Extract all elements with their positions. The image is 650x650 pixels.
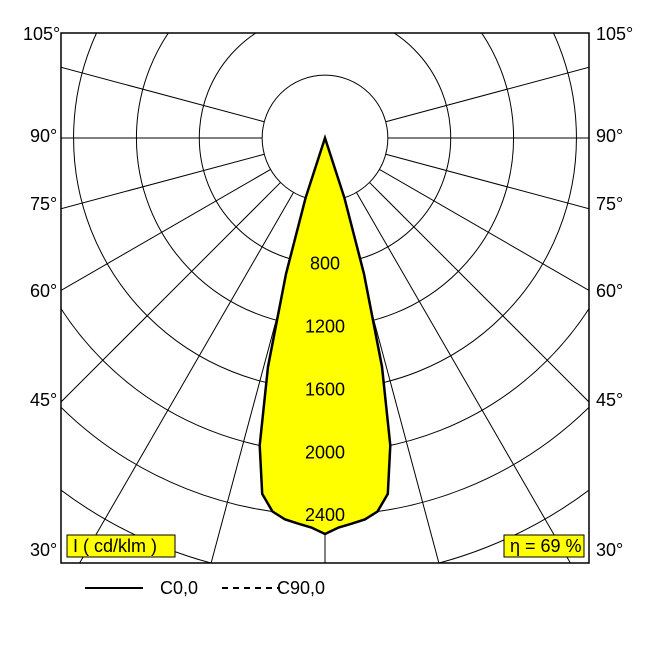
eta-label: η = 69 % bbox=[510, 536, 582, 556]
angle-label-left-30: 30° bbox=[30, 540, 57, 560]
angle-label-right-75: 75° bbox=[596, 194, 623, 214]
angle-label-right-30: 30° bbox=[596, 540, 623, 560]
ring-label-1200: 1200 bbox=[305, 317, 345, 337]
angle-label-right-60: 60° bbox=[596, 281, 623, 301]
legend-label-C900: C90,0 bbox=[277, 578, 325, 598]
angle-label-left-90: 90° bbox=[30, 126, 57, 146]
polar-diagram-container: 800 1200 1600 2000 2400 105° 90° 75° 60° 45° 30° 10… bbox=[0, 0, 650, 650]
ring-label-2400: 2400 bbox=[305, 505, 345, 525]
legend-label-C00: C0,0 bbox=[160, 578, 198, 598]
polar-chart-svg: 800 1200 1600 2000 2400 105° 90° 75° 60° 45° 30° 10… bbox=[0, 0, 650, 650]
angle-label-left-60: 60° bbox=[30, 281, 57, 301]
angle-label-right-105: 105° bbox=[596, 24, 633, 44]
angle-label-left-75: 75° bbox=[30, 194, 57, 214]
ring-label-800: 800 bbox=[310, 254, 340, 274]
ring-label-2000: 2000 bbox=[305, 442, 345, 462]
unit-label: I ( cd/klm ) bbox=[73, 536, 157, 556]
angle-label-right-45: 45° bbox=[596, 390, 623, 410]
angle-label-right-90: 90° bbox=[596, 126, 623, 146]
ring-label-1600: 1600 bbox=[305, 379, 345, 399]
angle-label-left-45: 45° bbox=[30, 390, 57, 410]
angle-label-left-105: 105° bbox=[23, 24, 60, 44]
